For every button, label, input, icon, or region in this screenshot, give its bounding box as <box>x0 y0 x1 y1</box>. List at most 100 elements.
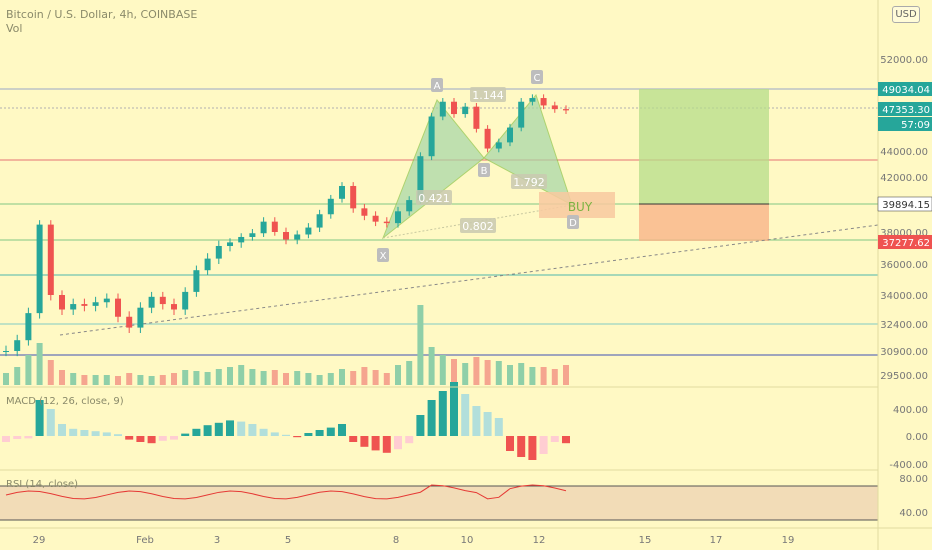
macd-bar <box>360 436 369 447</box>
macd-bar <box>282 434 290 436</box>
volume-bar <box>462 363 469 385</box>
candle-body <box>551 105 558 110</box>
macd-bar <box>494 418 503 436</box>
ratio-label: 1.144 <box>472 89 504 102</box>
volume-bar <box>25 355 32 385</box>
candle-body <box>182 291 189 310</box>
stop-zone <box>639 204 769 241</box>
macd-bar <box>102 432 111 436</box>
candle-body <box>137 307 144 328</box>
macd-bar <box>2 436 10 442</box>
candle-body <box>484 128 491 149</box>
volume-bar <box>283 373 289 385</box>
macd-bar <box>371 436 380 451</box>
price-badge-label: 47353.30 <box>882 105 930 116</box>
candle-body <box>473 106 480 129</box>
candle-body <box>327 198 334 215</box>
volume-bar <box>361 367 368 385</box>
candle-body <box>59 295 65 310</box>
macd-bar <box>382 436 391 453</box>
macd-tick: 400.00 <box>893 405 928 416</box>
candle-body <box>25 313 32 341</box>
macd-bar <box>472 406 481 436</box>
price-badge-label: 37277.62 <box>882 238 930 249</box>
candle-body <box>249 233 256 237</box>
trend-line <box>59 224 879 336</box>
candle-body <box>70 304 77 310</box>
volume-bar <box>126 373 133 385</box>
candle-body <box>361 208 368 216</box>
price-badge-label: 57:09 <box>901 120 930 131</box>
pattern-point-box <box>377 248 389 262</box>
volume-bar <box>372 370 379 385</box>
macd-bar <box>192 428 201 436</box>
macd-bar <box>13 436 22 439</box>
candle-body <box>260 221 267 234</box>
price-tick: 34000.00 <box>880 291 928 302</box>
price-badge <box>878 82 932 96</box>
macd-tick: 0.00 <box>906 432 928 443</box>
candle-body <box>283 232 289 240</box>
price-tick: 42000.00 <box>880 173 928 184</box>
macd-bar <box>461 394 470 436</box>
volume-bar <box>294 371 301 385</box>
macd-bar <box>248 424 257 436</box>
macd-bar <box>405 436 414 444</box>
candle-body <box>428 116 435 157</box>
macd-bar <box>181 433 190 436</box>
price-badge <box>878 235 932 249</box>
volume-bar <box>518 363 525 385</box>
volume-bar <box>316 375 323 385</box>
macd-label: MACD (12, 26, close, 9) <box>6 396 124 407</box>
pattern-point-label: C <box>534 73 541 84</box>
volume-bar <box>350 371 357 385</box>
macd-bar <box>237 421 246 436</box>
volume-bar <box>70 373 77 385</box>
macd-bar <box>304 433 313 436</box>
candle-body <box>462 106 469 115</box>
macd-bar <box>170 436 178 440</box>
candle-body <box>81 304 88 306</box>
volume-bar <box>563 365 569 385</box>
volume-bar <box>339 369 345 385</box>
macd-bar <box>349 436 358 442</box>
volume-bar <box>540 367 547 385</box>
rsi-tick: 40.00 <box>899 508 928 519</box>
volume-bar <box>3 373 9 385</box>
candle-body <box>47 224 54 295</box>
candle-body <box>518 101 525 128</box>
time-tick: Feb <box>136 535 154 546</box>
candle-body <box>316 214 323 228</box>
macd-bar <box>35 400 44 436</box>
volume-bar <box>215 369 222 385</box>
price-badge <box>878 117 932 131</box>
volume-bar <box>507 365 513 385</box>
macd-bar <box>147 436 156 444</box>
candle-body <box>215 245 222 259</box>
candle-body <box>406 200 413 212</box>
rsi-label: RSI (14, close) <box>6 479 78 490</box>
candle-body <box>372 215 379 222</box>
volume-bar <box>495 361 502 385</box>
candle-body <box>451 101 457 115</box>
macd-bar <box>416 415 425 436</box>
price-tick: 32400.00 <box>880 320 928 331</box>
candle-body <box>3 351 9 352</box>
volume-bar <box>81 375 88 385</box>
time-tick: 19 <box>782 535 795 546</box>
price-badge-label: 39894.15 <box>882 200 930 211</box>
price-tick: 36000.00 <box>880 260 928 271</box>
time-tick: 17 <box>710 535 723 546</box>
volume-bar <box>182 370 189 385</box>
volume-bar <box>159 375 166 385</box>
rsi-band <box>0 486 878 520</box>
macd-bar <box>517 436 526 457</box>
currency-button[interactable]: USD <box>892 6 920 23</box>
pattern-point-box <box>531 70 543 84</box>
time-tick: 8 <box>393 535 399 546</box>
ratio-box <box>460 218 496 233</box>
volume-bar <box>383 373 390 385</box>
volume-bar <box>260 371 267 385</box>
macd-bar <box>450 382 458 436</box>
